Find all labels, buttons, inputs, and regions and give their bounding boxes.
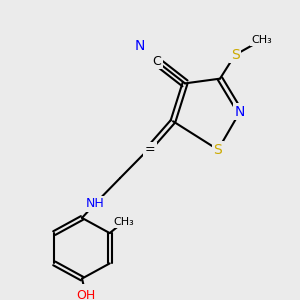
Text: N: N bbox=[135, 39, 145, 53]
Text: N: N bbox=[235, 105, 245, 119]
Text: NH: NH bbox=[85, 197, 104, 210]
Text: CH₃: CH₃ bbox=[113, 217, 134, 227]
Text: =: = bbox=[145, 143, 155, 156]
Text: C: C bbox=[153, 55, 161, 68]
Text: S: S bbox=[214, 143, 222, 157]
Text: OH: OH bbox=[76, 289, 96, 300]
Text: CH₃: CH₃ bbox=[252, 35, 272, 45]
Text: S: S bbox=[231, 48, 239, 62]
